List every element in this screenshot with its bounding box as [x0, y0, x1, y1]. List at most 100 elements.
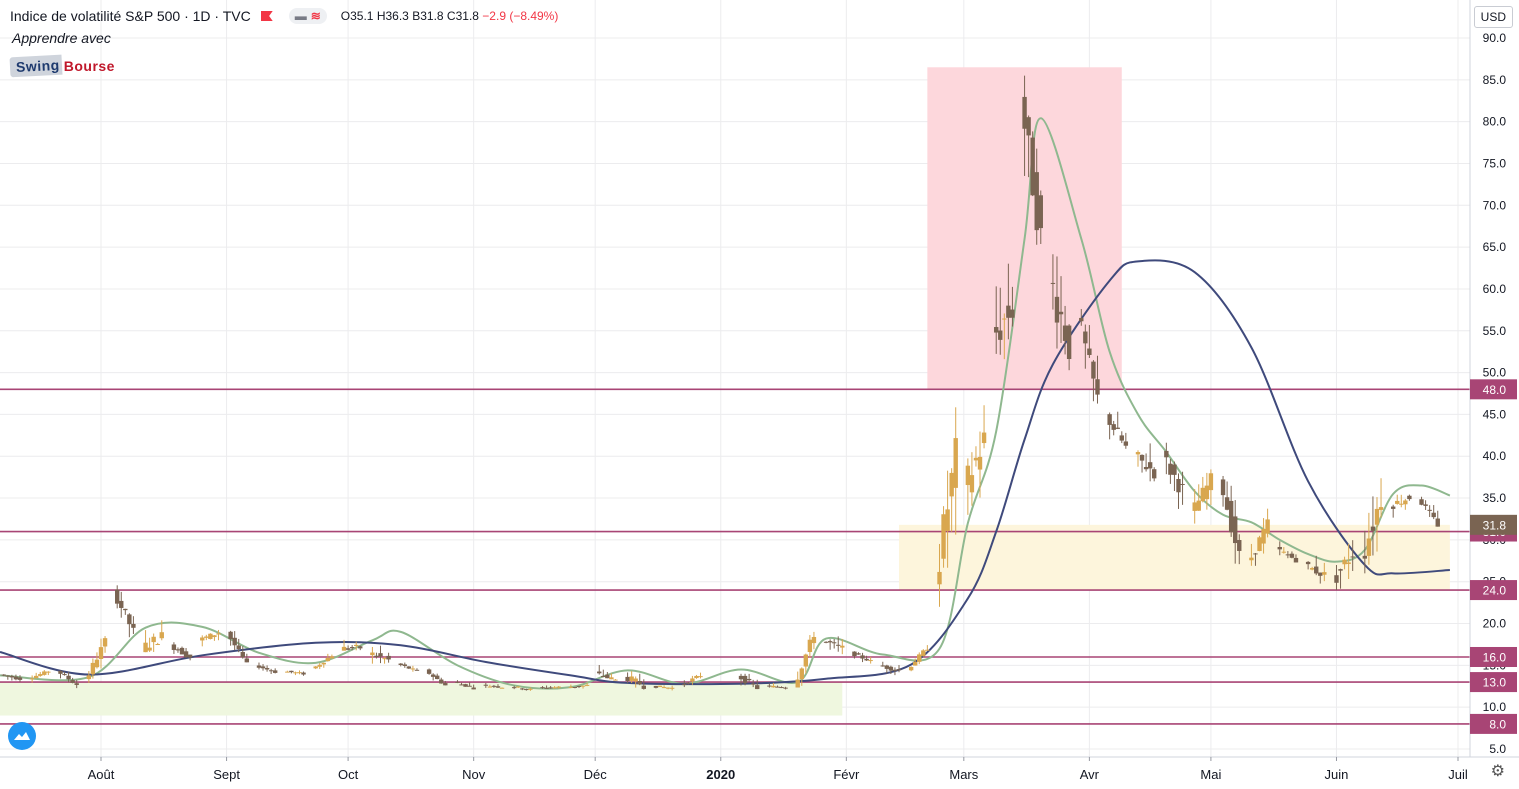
candle-down	[1220, 479, 1226, 496]
candle-down	[755, 685, 760, 690]
price-axis[interactable]: 5.010.015.020.025.030.035.040.045.050.05…	[1469, 0, 1507, 757]
candle-up	[937, 571, 942, 585]
candle-down	[349, 647, 355, 649]
candle-up	[42, 671, 47, 675]
candle-down	[1305, 561, 1311, 565]
candle-down	[183, 651, 189, 658]
candle-down	[13, 676, 19, 680]
ma-slow-line	[0, 259, 1450, 686]
candle-up	[516, 686, 521, 688]
candle-down	[1087, 348, 1092, 355]
currency-button[interactable]: USD	[1473, 6, 1513, 28]
candle-up	[908, 666, 914, 671]
time-tick-label: Juin	[1325, 767, 1349, 782]
candle-up	[969, 475, 975, 493]
candle-up	[580, 685, 586, 687]
candle-up	[1135, 452, 1141, 455]
time-tick-label: Nov	[462, 767, 486, 782]
time-tick-label: Mai	[1200, 767, 1221, 782]
candle-down	[463, 684, 468, 687]
candle-up	[325, 657, 331, 662]
candle-down	[483, 684, 489, 686]
candle-down	[378, 653, 383, 657]
time-tick-label: Févr	[833, 767, 860, 782]
candle-up	[293, 672, 298, 674]
price-tags: 48.031.024.016.013.08.031.8	[1470, 379, 1517, 734]
candle-down	[123, 608, 128, 611]
high-value: 36.3	[385, 9, 409, 23]
candle-up	[556, 686, 561, 688]
candle-down	[459, 684, 464, 686]
candle-down	[17, 677, 23, 680]
candle-up	[807, 639, 813, 653]
candle-down	[1066, 325, 1072, 360]
candle-down	[1, 674, 6, 676]
candle-up	[973, 457, 979, 461]
settings-gear-icon[interactable]: ⚙	[1490, 763, 1505, 780]
candle-up	[945, 509, 950, 531]
candle-up	[1342, 559, 1347, 565]
candle-down	[1224, 497, 1230, 510]
candle-down	[1107, 414, 1112, 425]
candle-down	[827, 641, 833, 643]
candle-down	[864, 658, 869, 661]
candle-up	[921, 650, 926, 656]
candle-up	[353, 644, 359, 646]
candle-down	[1058, 311, 1064, 315]
level-tag-label: 13.0	[1483, 676, 1507, 690]
time-tick-label: Sept	[213, 767, 240, 782]
candle-down	[1419, 499, 1424, 505]
candle-down	[358, 646, 363, 649]
candle-down	[1318, 572, 1323, 576]
indicator-toggle[interactable]: ▬ ≋	[288, 8, 327, 24]
candles	[1, 75, 1440, 691]
candle-up	[410, 668, 416, 670]
candle-up	[1192, 502, 1197, 511]
candle-up	[216, 633, 221, 635]
candle-down	[1237, 539, 1242, 551]
candle-down	[1407, 495, 1412, 500]
candle-down	[641, 685, 646, 689]
candle-up	[965, 465, 971, 486]
candle-down	[1338, 569, 1343, 571]
candle-down	[345, 648, 351, 650]
yellow-zone	[898, 524, 1450, 591]
horizontal-levels[interactable]	[0, 388, 1470, 725]
time-tick-label: Avr	[1080, 767, 1100, 782]
candle-down	[779, 687, 784, 689]
candle-down	[1370, 526, 1376, 531]
candle-down	[236, 645, 241, 650]
flag-icon[interactable]	[260, 11, 273, 21]
candle-down	[491, 685, 497, 687]
candle-down	[115, 589, 120, 604]
candle-down	[836, 644, 841, 646]
candle-down	[232, 637, 237, 646]
candle-up	[1395, 500, 1400, 504]
candle-down	[682, 684, 687, 686]
candle-down	[1435, 518, 1440, 527]
candle-down	[1006, 305, 1011, 318]
candle-up	[913, 661, 918, 666]
candle-down	[414, 669, 420, 671]
candle-down	[653, 685, 659, 688]
time-axis[interactable]: Août Sept Oct Nov Déc 2020 Févr Mars Avr Mai Juin J…	[0, 756, 1519, 782]
candle-up	[155, 644, 160, 646]
ma-fast-line	[0, 117, 1451, 690]
candle-up	[1309, 568, 1315, 570]
price-tick-label: 65.0	[1483, 240, 1507, 254]
tradingview-logo-icon[interactable]	[8, 722, 36, 750]
price-tick-label: 40.0	[1483, 449, 1507, 463]
change-value: −2.9 (−8.49%)	[482, 9, 559, 23]
price-tick-label: 80.0	[1483, 115, 1507, 129]
time-tick-label: Oct	[338, 767, 359, 782]
price-tick-label: 55.0	[1483, 324, 1507, 338]
candle-up	[1346, 562, 1351, 564]
candle-up	[208, 633, 213, 640]
candle-up	[1196, 500, 1201, 511]
candle-up	[341, 646, 347, 651]
candle-down	[439, 679, 444, 684]
time-tick-label: Déc	[584, 767, 608, 782]
symbol-title[interactable]: Indice de volatilité S&P 500 · 1D · TVC	[10, 8, 251, 24]
price-tick-label: 75.0	[1483, 156, 1507, 170]
